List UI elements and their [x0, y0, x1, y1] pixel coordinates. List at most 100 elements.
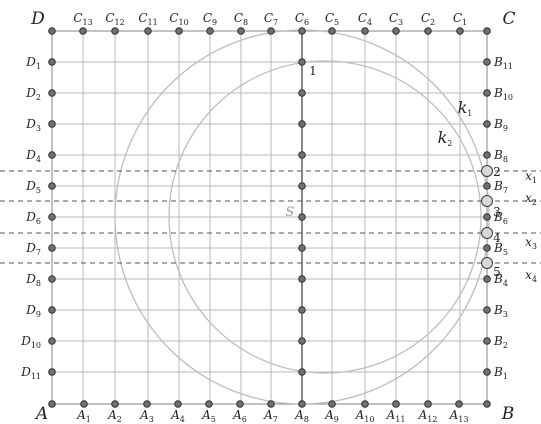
corner-c-label: C: [502, 9, 515, 29]
left-label: D9: [25, 303, 41, 319]
bottom-point: [424, 400, 432, 408]
bottom-point: [174, 400, 182, 408]
top-point: [361, 27, 369, 35]
k1-label: k1: [458, 98, 473, 118]
middle-point: [298, 89, 306, 97]
left-label: D8: [25, 272, 41, 288]
top-label: C12: [105, 11, 124, 27]
top-label: C4: [358, 11, 372, 27]
top-point: [392, 27, 400, 35]
right-label: B6: [493, 210, 508, 226]
right-point: [483, 120, 491, 128]
grid-points: [48, 27, 493, 408]
top-label: C3: [389, 11, 403, 27]
right-label: B3: [493, 303, 508, 319]
point-number: 3: [493, 205, 501, 219]
k2-label: k2: [438, 128, 453, 148]
right-label: B2: [493, 334, 508, 350]
bottom-point: [328, 400, 336, 408]
dashed-line-label: x1: [525, 169, 537, 185]
top-label: C2: [421, 11, 435, 27]
top-point: [267, 27, 275, 35]
bottom-label: A11: [386, 408, 406, 424]
bottom-label: A10: [355, 408, 375, 424]
right-point: [483, 182, 491, 190]
top-point: [298, 27, 306, 35]
middle-point: [298, 120, 306, 128]
left-label: D7: [25, 241, 41, 257]
corner-point: [48, 400, 56, 408]
right-label: B8: [493, 148, 508, 164]
top-point: [175, 27, 183, 35]
corner-b-label: B: [501, 404, 515, 424]
right-point: [483, 89, 491, 97]
right-point: [483, 368, 491, 376]
right-point: [483, 213, 491, 221]
middle-point: [298, 306, 306, 314]
right-point: [483, 306, 491, 314]
top-label: C9: [203, 11, 217, 27]
top-point: [456, 27, 464, 35]
middle-point: [298, 182, 306, 190]
intersection-point: [481, 195, 493, 207]
right-point: [483, 58, 491, 66]
left-label: D6: [25, 210, 41, 226]
top-label: C8: [234, 11, 248, 27]
left-point: [48, 182, 56, 190]
right-label: B9: [493, 117, 508, 133]
top-point: [79, 27, 87, 35]
left-point: [48, 244, 56, 252]
bottom-label: A8: [294, 408, 309, 424]
grid-lines: [51, 30, 488, 405]
top-label: C7: [264, 11, 278, 27]
left-label: D3: [25, 117, 41, 133]
circle-k2: [168, 60, 482, 374]
corner-point: [483, 400, 491, 408]
bottom-point: [267, 400, 275, 408]
left-point: [48, 58, 56, 66]
left-label: D2: [25, 86, 41, 102]
middle-point: [298, 275, 306, 283]
left-label: D1: [25, 55, 41, 71]
right-label: B4: [493, 272, 508, 288]
corner-point: [48, 27, 56, 35]
right-point: [483, 275, 491, 283]
top-point: [328, 27, 336, 35]
left-point: [48, 213, 56, 221]
top-label: C13: [73, 11, 92, 27]
bottom-point: [298, 400, 306, 408]
point-number: 5: [493, 265, 501, 279]
bottom-point: [143, 400, 151, 408]
center-label: S: [286, 205, 295, 220]
left-point: [48, 89, 56, 97]
corner-a-label: A: [34, 404, 48, 424]
dashed-line-label: x4: [525, 268, 537, 284]
left-label: D5: [25, 179, 41, 195]
left-point: [48, 275, 56, 283]
bottom-point: [80, 400, 88, 408]
bottom-label: A3: [139, 408, 154, 424]
bottom-label: A6: [232, 408, 247, 424]
intersection-point: [481, 227, 493, 239]
middle-point: [298, 244, 306, 252]
bottom-label: A7: [263, 408, 278, 424]
bottom-point: [236, 400, 244, 408]
left-point: [48, 306, 56, 314]
bottom-label: A5: [201, 408, 216, 424]
top-point: [111, 27, 119, 35]
middle-point: [298, 58, 306, 66]
left-label: D11: [20, 365, 41, 381]
right-point: [483, 151, 491, 159]
bottom-point: [205, 400, 213, 408]
left-point: [48, 151, 56, 159]
intersection-point: [481, 257, 493, 269]
top-label: C5: [325, 11, 339, 27]
left-label: D10: [20, 334, 41, 350]
top-label: C11: [138, 11, 157, 27]
dashed-lines: [0, 170, 541, 264]
bottom-label: A4: [170, 408, 185, 424]
bottom-label: A2: [107, 408, 122, 424]
bottom-label: A13: [449, 408, 469, 424]
